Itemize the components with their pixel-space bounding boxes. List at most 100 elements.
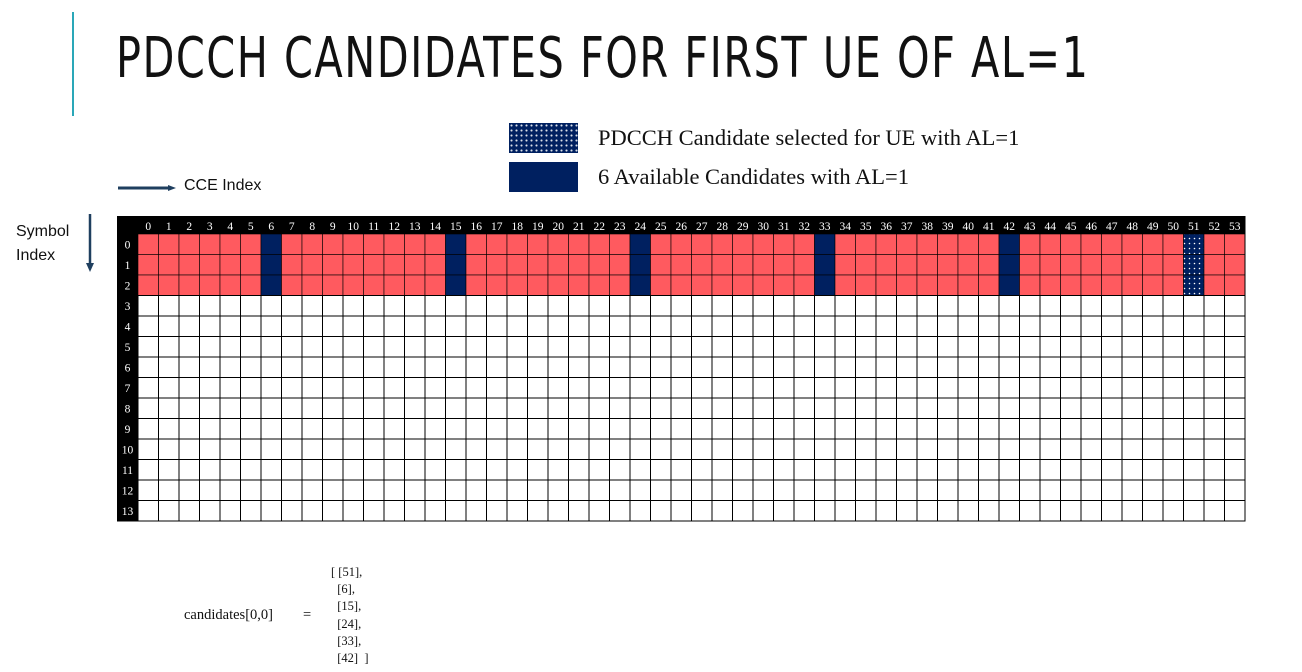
grid-cell (1020, 398, 1041, 419)
candidate-cell (999, 275, 1020, 296)
grid-cell (856, 337, 877, 358)
coreset-cell (302, 234, 323, 255)
coreset-cell (1143, 255, 1164, 276)
grid-cell (958, 337, 979, 358)
grid-cell (1225, 460, 1246, 481)
coreset-cell (733, 234, 754, 255)
grid-cell (159, 398, 180, 419)
grid-cell (548, 460, 569, 481)
grid-cell (138, 439, 159, 460)
grid-cell (200, 419, 221, 440)
grid-cell (569, 439, 590, 460)
grid-cell (999, 398, 1020, 419)
grid-cell (733, 419, 754, 440)
cce-index-tick: 5 (248, 221, 254, 233)
grid-cell (999, 460, 1020, 481)
grid-cell (897, 337, 918, 358)
grid-cell (1184, 316, 1205, 337)
selected-candidate-cell (1184, 255, 1205, 276)
grid-cell (876, 316, 897, 337)
grid-cell (999, 480, 1020, 501)
grid-cell (610, 501, 631, 522)
grid-cell (548, 501, 569, 522)
coreset-cell (425, 255, 446, 276)
grid-cell (712, 501, 733, 522)
grid-cell (630, 460, 651, 481)
legend-item-selected: PDCCH Candidate selected for UE with AL=… (509, 123, 1019, 153)
symbol-index-tick: 7 (125, 383, 131, 395)
coreset-cell (507, 234, 528, 255)
coreset-cell (323, 275, 344, 296)
grid-cell (958, 398, 979, 419)
coreset-cell (200, 234, 221, 255)
cce-index-tick: 47 (1106, 221, 1118, 233)
grid-cell (692, 337, 713, 358)
grid-cell (1143, 296, 1164, 317)
grid-cell (569, 398, 590, 419)
coreset-cell (692, 275, 713, 296)
cce-index-tick: 31 (778, 221, 790, 233)
grid-cell (302, 460, 323, 481)
coreset-cell (302, 255, 323, 276)
grid-cell (159, 316, 180, 337)
grid-cell (733, 460, 754, 481)
grid-cell (610, 296, 631, 317)
candidate-cell (999, 234, 1020, 255)
grid-cell (384, 501, 405, 522)
grid-cell (876, 419, 897, 440)
grid-cell (220, 296, 241, 317)
grid-cell (692, 439, 713, 460)
grid-cell (200, 398, 221, 419)
grid-cell (733, 398, 754, 419)
grid-cell (364, 419, 385, 440)
grid-cell (405, 501, 426, 522)
grid-cell (589, 357, 610, 378)
grid-cell (1204, 316, 1225, 337)
grid-cell (753, 337, 774, 358)
grid-cell (733, 296, 754, 317)
grid-cell (671, 378, 692, 399)
grid-cell (446, 316, 467, 337)
grid-cell (1143, 316, 1164, 337)
grid-cell (323, 480, 344, 501)
coreset-cell (856, 255, 877, 276)
grid-cell (405, 419, 426, 440)
coreset-cell (179, 275, 200, 296)
grid-cell (384, 460, 405, 481)
grid-cell (651, 419, 672, 440)
grid-cell (323, 337, 344, 358)
grid-cell (323, 316, 344, 337)
grid-cell (938, 398, 959, 419)
coreset-cell (1102, 234, 1123, 255)
grid-cell (979, 378, 1000, 399)
grid-cell (856, 296, 877, 317)
coreset-cell (876, 255, 897, 276)
grid-cell (938, 439, 959, 460)
grid-cell (774, 378, 795, 399)
grid-cell (876, 337, 897, 358)
grid-cell (1184, 501, 1205, 522)
grid-cell (487, 398, 508, 419)
grid-cell (835, 296, 856, 317)
legend-item-available: 6 Available Candidates with AL=1 (509, 162, 909, 192)
grid-cell (1061, 419, 1082, 440)
grid-cell (835, 419, 856, 440)
coreset-cell (1163, 255, 1184, 276)
grid-cell (671, 419, 692, 440)
grid-cell (876, 439, 897, 460)
grid-cell (958, 357, 979, 378)
grid-cell (917, 378, 938, 399)
grid-cell (384, 480, 405, 501)
grid-cell (138, 460, 159, 481)
grid-cell (979, 398, 1000, 419)
grid-cell (507, 460, 528, 481)
grid-cell (589, 460, 610, 481)
grid-cell (548, 357, 569, 378)
legend-label-available: 6 Available Candidates with AL=1 (598, 164, 909, 190)
coreset-cell (1204, 234, 1225, 255)
grid-cell (712, 337, 733, 358)
grid-cell (138, 398, 159, 419)
grid-cell (856, 398, 877, 419)
grid-cell (692, 460, 713, 481)
grid-cell (1061, 378, 1082, 399)
